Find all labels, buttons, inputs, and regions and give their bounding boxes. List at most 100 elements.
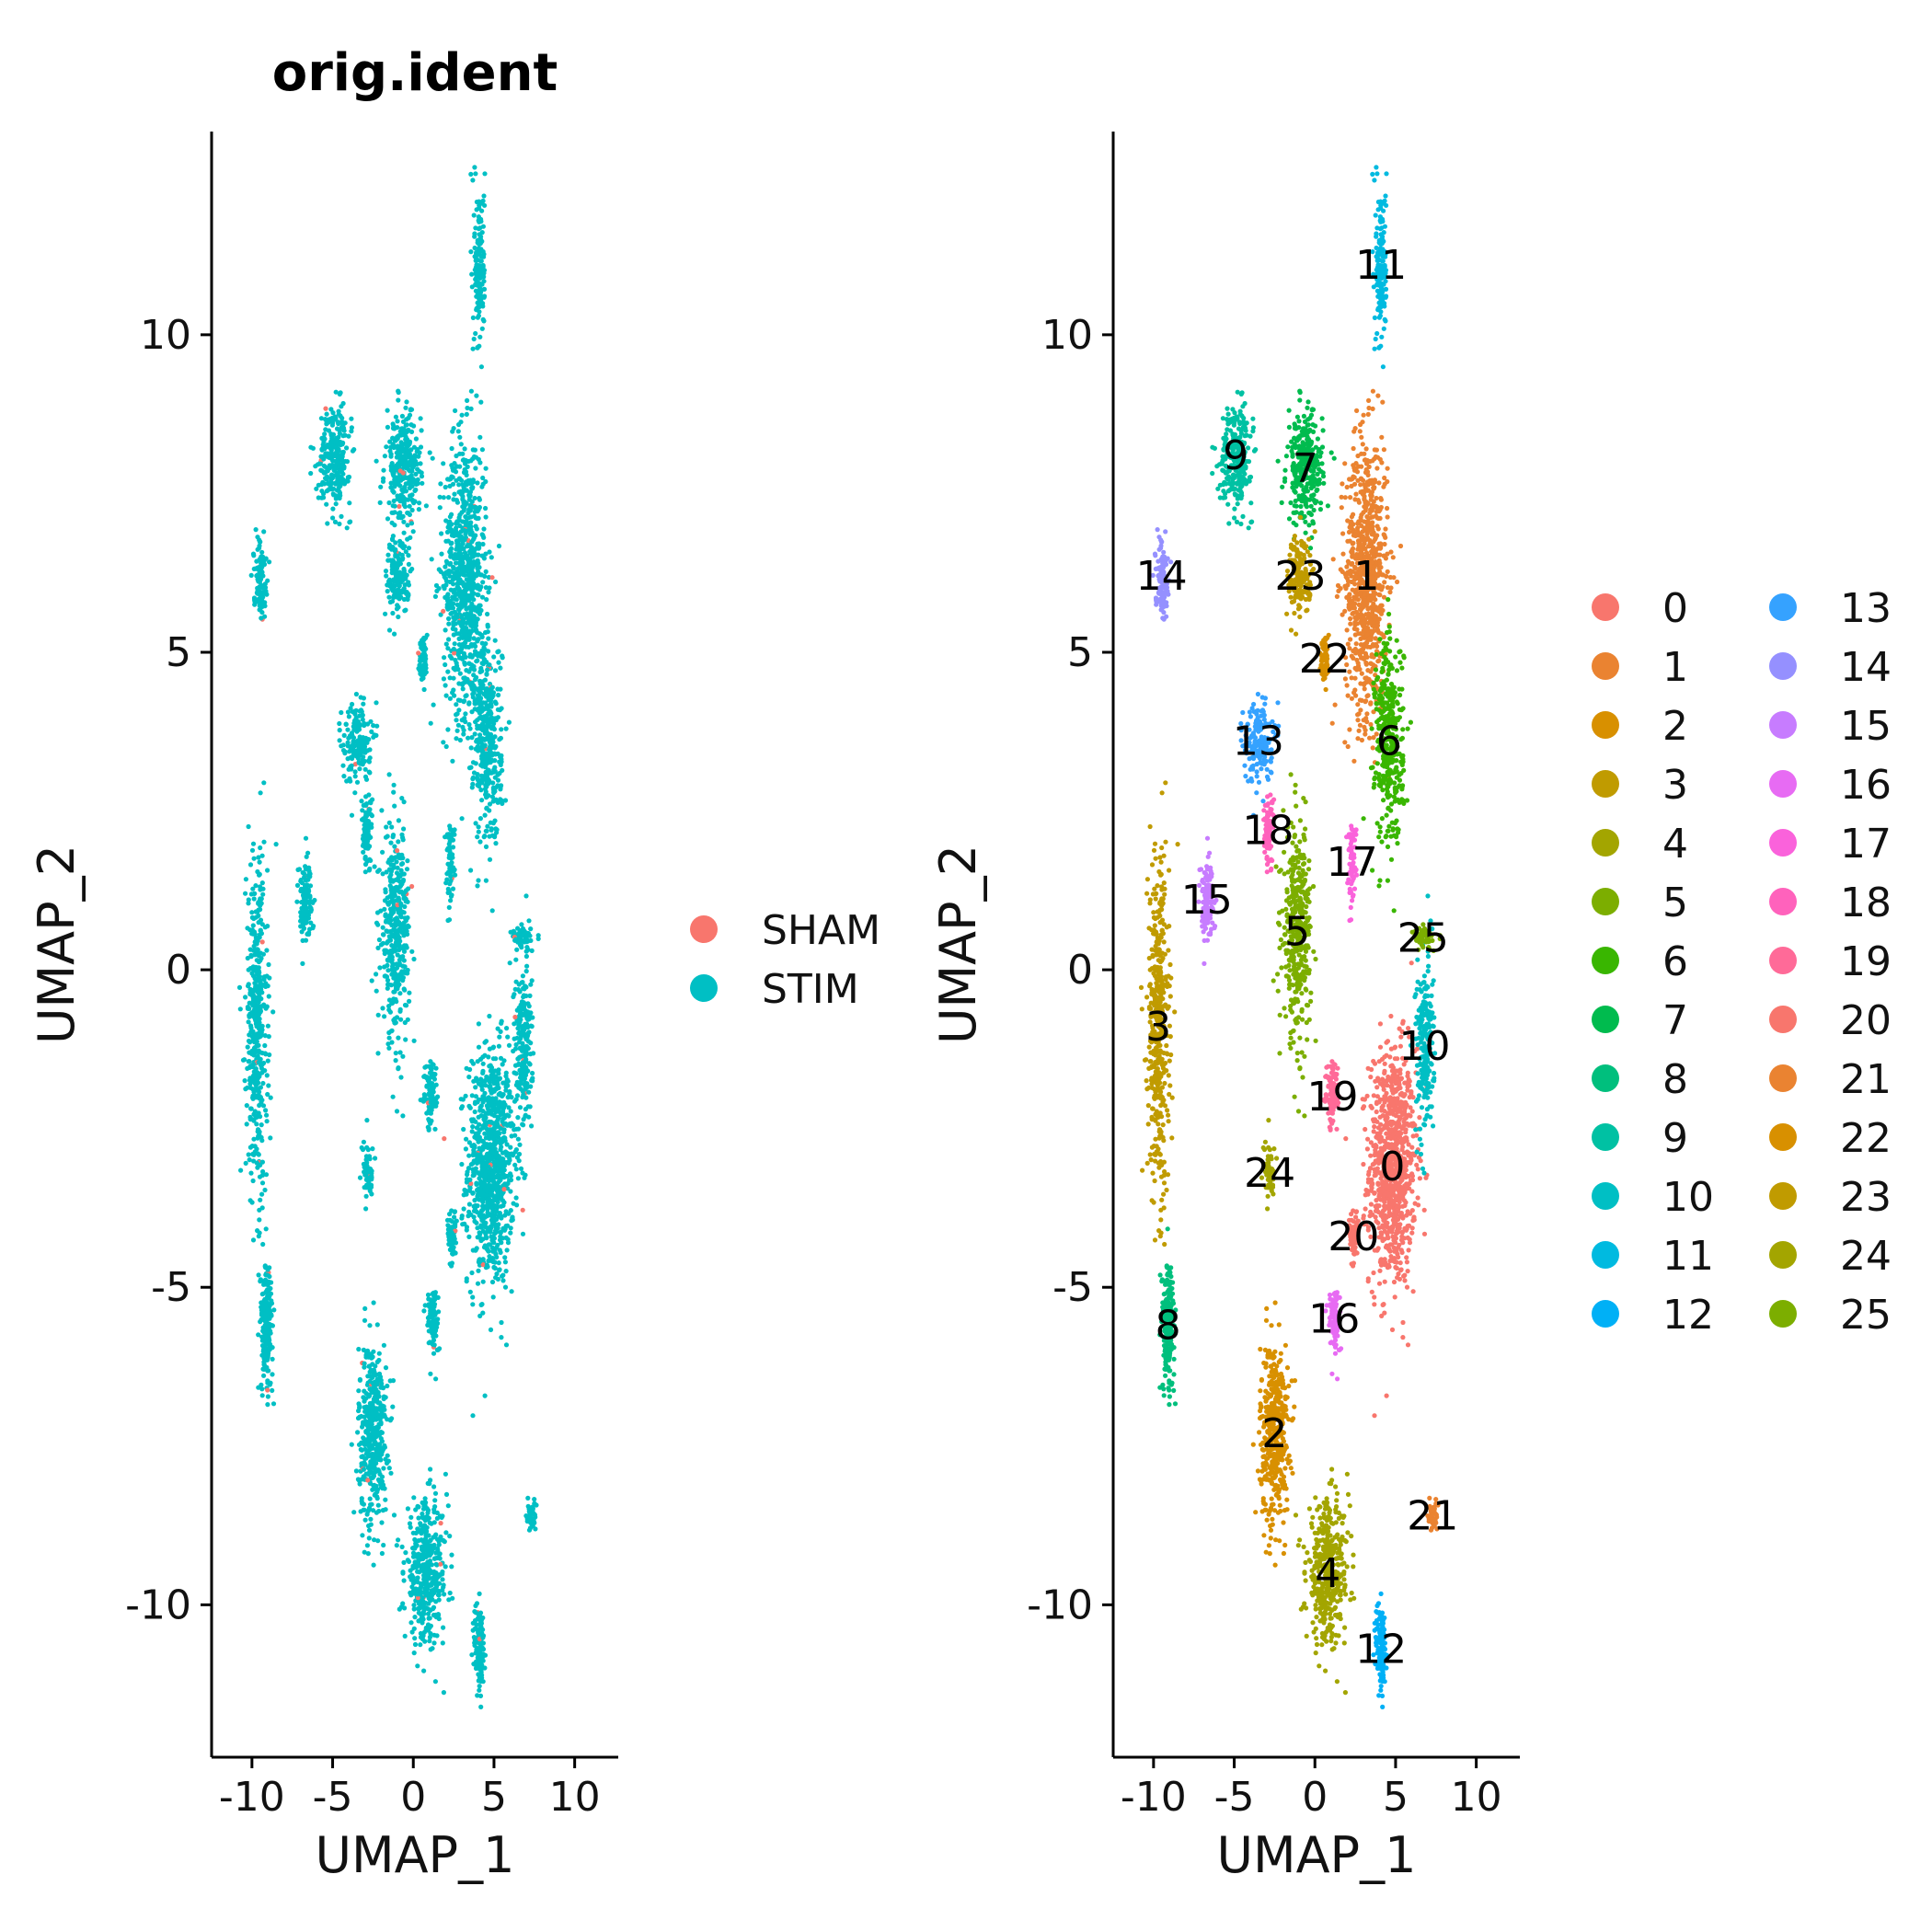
data-point xyxy=(359,1454,364,1460)
data-point xyxy=(478,1173,484,1179)
data-point xyxy=(471,336,477,342)
data-point xyxy=(380,849,385,855)
data-point xyxy=(463,719,468,725)
data-point xyxy=(362,1460,367,1466)
data-point xyxy=(379,1520,385,1525)
data-point xyxy=(469,604,475,609)
data-point xyxy=(469,1129,475,1134)
data-point xyxy=(459,644,465,650)
data-point xyxy=(518,1075,523,1080)
data-point xyxy=(314,486,319,491)
data-point xyxy=(333,389,339,395)
data-point xyxy=(366,1527,373,1533)
data-point xyxy=(359,1413,364,1420)
data-point xyxy=(468,249,474,255)
data-point xyxy=(496,1043,502,1049)
data-point xyxy=(425,1622,431,1627)
data-point xyxy=(474,199,480,205)
data-point xyxy=(264,1119,270,1124)
data-point xyxy=(262,1315,268,1320)
data-point xyxy=(404,446,409,452)
data-point xyxy=(254,1121,259,1127)
data-point xyxy=(380,925,385,930)
data-point xyxy=(498,754,503,760)
data-point xyxy=(327,454,332,460)
data-point xyxy=(523,1107,529,1112)
data-point xyxy=(520,1231,526,1236)
data-point xyxy=(493,841,499,846)
data-point xyxy=(433,1584,439,1590)
data-point xyxy=(467,726,473,731)
data-point xyxy=(471,1158,477,1164)
data-point xyxy=(418,416,423,421)
data-point xyxy=(490,1213,497,1219)
data-point xyxy=(477,281,483,287)
data-point xyxy=(487,1013,492,1019)
data-point xyxy=(477,1313,483,1318)
data-point xyxy=(440,1577,445,1582)
data-point xyxy=(365,1551,371,1557)
data-point xyxy=(504,1152,510,1157)
data-point xyxy=(369,1476,374,1481)
data-point xyxy=(249,910,255,915)
data-point xyxy=(470,1302,476,1307)
data-point xyxy=(258,1009,263,1015)
data-point xyxy=(384,824,389,830)
data-point xyxy=(487,747,492,753)
data-point xyxy=(488,760,493,765)
data-point xyxy=(251,896,257,902)
data-point xyxy=(449,1564,454,1570)
data-point xyxy=(469,735,475,741)
data-point xyxy=(420,1556,426,1561)
data-point xyxy=(494,1254,500,1260)
data-point xyxy=(424,1548,430,1554)
data-point xyxy=(516,1151,523,1157)
data-point xyxy=(410,1530,416,1535)
data-point xyxy=(483,878,489,883)
data-point xyxy=(477,334,483,339)
data-point xyxy=(441,608,446,615)
data-point xyxy=(377,500,383,506)
data-point xyxy=(514,1079,520,1085)
data-point xyxy=(236,984,243,990)
data-point xyxy=(496,1260,501,1266)
data-point xyxy=(376,937,382,943)
data-point xyxy=(479,208,485,213)
data-point xyxy=(357,1481,362,1487)
data-point xyxy=(466,1075,472,1080)
data-point xyxy=(254,937,259,943)
data-point xyxy=(496,692,501,698)
data-point xyxy=(256,1332,261,1338)
data-point xyxy=(466,1166,472,1171)
data-point xyxy=(386,820,392,826)
data-point xyxy=(464,1136,469,1142)
data-point xyxy=(492,1259,498,1265)
data-point xyxy=(480,580,486,585)
data-point xyxy=(251,891,257,897)
data-point xyxy=(482,171,488,177)
data-point xyxy=(477,1186,482,1191)
data-point xyxy=(339,513,344,520)
data-point xyxy=(355,1477,361,1482)
data-point xyxy=(407,503,412,509)
data-point xyxy=(466,511,471,516)
data-point xyxy=(451,566,457,571)
data-point xyxy=(413,481,419,487)
data-point xyxy=(266,1034,271,1040)
data-point xyxy=(490,799,496,804)
data-point xyxy=(482,743,488,749)
data-point xyxy=(493,1228,499,1234)
data-point xyxy=(418,1581,423,1586)
data-point xyxy=(464,1227,469,1233)
data-point xyxy=(473,719,478,725)
data-point xyxy=(511,994,516,1000)
data-point xyxy=(448,587,454,592)
data-point xyxy=(481,556,488,561)
data-point xyxy=(243,877,248,882)
data-point xyxy=(389,510,395,515)
data-point xyxy=(401,500,407,506)
data-point xyxy=(502,1226,508,1232)
data-point xyxy=(250,993,257,998)
data-point xyxy=(344,525,350,531)
data-point xyxy=(507,960,512,966)
